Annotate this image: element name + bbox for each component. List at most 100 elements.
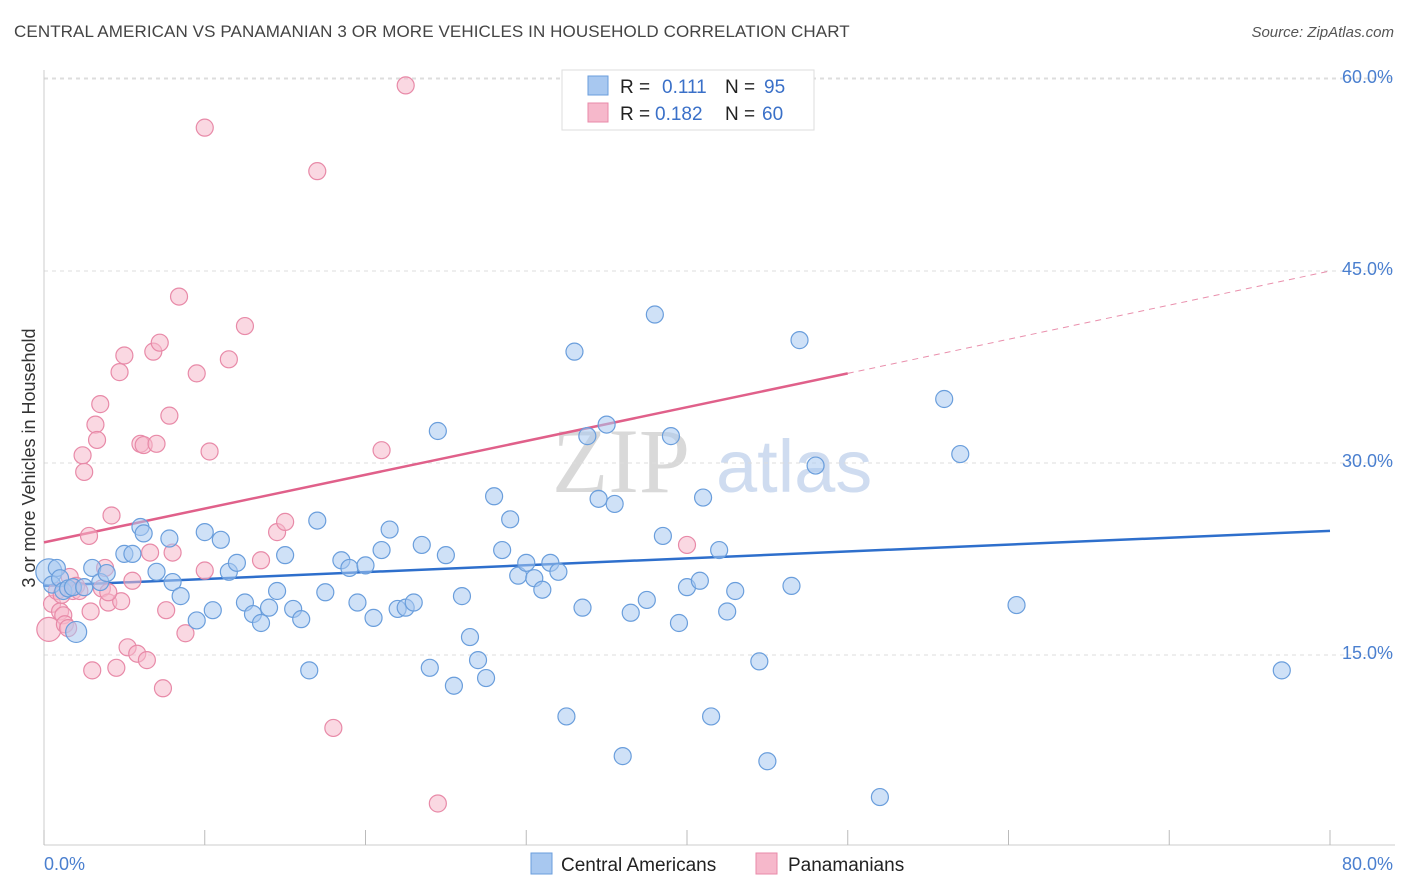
x-tick-labels: 0.0% 80.0% — [44, 854, 1393, 874]
central-american-point — [501, 510, 520, 529]
central-american-point — [123, 544, 142, 563]
central-american-point — [187, 611, 206, 630]
central-american-point — [251, 613, 271, 633]
central-american-point — [163, 572, 182, 592]
central-american-point — [227, 553, 246, 572]
central-american-point — [420, 658, 439, 677]
watermark-zip: ZIP — [552, 410, 690, 512]
central-american-point — [364, 608, 383, 627]
y-tick-label: 30.0% — [1342, 451, 1393, 471]
central-american-point — [549, 562, 568, 581]
central-american-point — [565, 342, 584, 361]
central-american-point — [134, 524, 153, 543]
central-american-point — [267, 581, 287, 601]
central-american-point — [718, 602, 737, 621]
central-american-point — [578, 427, 597, 446]
central-american-point — [806, 456, 825, 475]
central-american-point — [653, 526, 672, 546]
central-american-point — [702, 707, 721, 726]
panamanian-point — [86, 415, 105, 434]
central-american-point — [669, 613, 689, 633]
legend-swatch-pink — [587, 102, 609, 123]
x-tick-label: 80.0% — [1342, 854, 1393, 874]
central-american-point — [645, 305, 664, 324]
central-american-point — [372, 540, 391, 560]
central-american-point — [690, 571, 709, 590]
central-american-point — [476, 668, 496, 688]
central-american-point — [613, 747, 632, 766]
central-american-point — [710, 540, 729, 560]
central-american-point — [380, 520, 399, 539]
panamanian-point — [140, 543, 160, 562]
trend-lines — [43, 270, 1331, 588]
central-american-point — [790, 331, 809, 350]
central-american-point — [1272, 661, 1291, 680]
panamanian-point — [276, 512, 295, 531]
panamanian-point — [87, 430, 107, 450]
panamanian-point — [251, 551, 271, 570]
panamanian-point — [308, 162, 327, 181]
central-american-point — [1007, 595, 1026, 615]
central-american-point — [637, 590, 656, 610]
central-american-point — [493, 540, 512, 560]
series-legend: Central Americans Panamanians — [530, 852, 904, 876]
panamanian-point — [137, 651, 156, 670]
central-american-point — [300, 661, 319, 680]
panamanian-point — [176, 624, 195, 643]
panamanian-point — [110, 363, 129, 382]
central-american-point — [485, 487, 504, 506]
axes — [43, 70, 1395, 846]
central-american-point — [758, 752, 777, 771]
central-american-point — [195, 523, 214, 542]
central-american-point — [935, 389, 954, 409]
legend-n-label-blue: N = — [725, 77, 755, 98]
legend-r-value-blue: 0.111 — [662, 77, 707, 98]
central-american-point — [444, 676, 464, 695]
panamanian-point — [112, 592, 131, 611]
watermark-atlas: atlas — [716, 425, 872, 508]
central-american-point — [211, 530, 230, 549]
central-american-point — [452, 587, 472, 606]
central-american-point — [348, 593, 367, 612]
chart-title: CENTRAL AMERICAN VS PANAMANIAN 3 OR MORE… — [14, 22, 850, 41]
panamanian-point — [235, 316, 255, 336]
central-american-point — [468, 651, 488, 670]
central-american-point — [160, 529, 179, 548]
panamanian-point — [123, 571, 142, 590]
panamanian-point — [195, 118, 214, 137]
central-american-point — [597, 415, 616, 434]
central-american-point — [460, 627, 480, 647]
legend-r-value-pink: 0.182 — [655, 104, 703, 125]
central-american-point — [589, 489, 608, 508]
trend-line-panamanians-extension — [847, 270, 1331, 374]
trend-line-central-americans — [43, 529, 1331, 588]
legend-r-label-blue: R = — [620, 77, 650, 98]
central-american-point — [97, 563, 116, 583]
legend-label-central-americans: Central Americans — [561, 855, 716, 876]
y-tick-label: 15.0% — [1342, 643, 1393, 663]
panamanian-point — [157, 601, 176, 620]
central-american-point — [533, 580, 552, 599]
central-american-point — [661, 427, 681, 446]
trend-line-panamanians — [43, 372, 849, 544]
central-american-point — [308, 511, 327, 530]
panamanian-point — [147, 434, 166, 453]
y-tick-label: 45.0% — [1342, 259, 1393, 279]
panamanian-point — [187, 364, 206, 383]
central-american-point — [292, 610, 311, 629]
central-american-point — [404, 593, 423, 612]
central-american-point — [340, 558, 359, 578]
stats-legend: R = 0.111 N = 95 R = 0.182 N = 60 — [561, 69, 815, 131]
legend-swatch-panamanians — [755, 852, 778, 875]
central-american-point — [412, 535, 431, 555]
central-american-point — [750, 652, 769, 671]
legend-n-value-blue: 95 — [764, 77, 785, 98]
central-american-point — [951, 444, 970, 464]
legend-swatch-central-americans — [530, 852, 553, 875]
panamanian-point — [428, 794, 447, 813]
central-american-point — [557, 707, 576, 726]
legend-swatch-blue — [587, 75, 609, 96]
central-american-point — [870, 787, 890, 807]
central-american-point — [517, 553, 536, 572]
